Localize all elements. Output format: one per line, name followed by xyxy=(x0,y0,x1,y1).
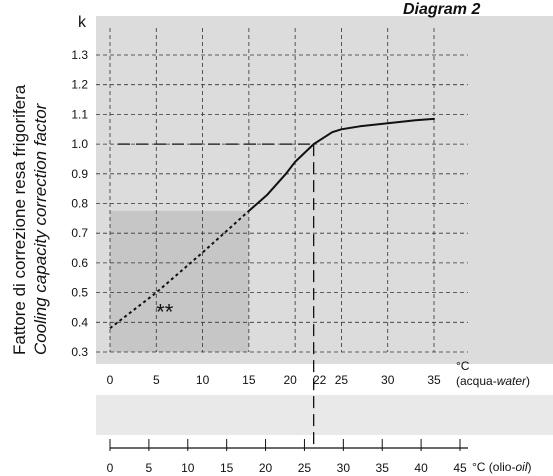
x-tick-label: 15 xyxy=(242,373,256,387)
x-tick-label: 30 xyxy=(381,373,395,387)
secondary-axis-tick-label: 5 xyxy=(146,461,153,475)
x-axis-unit-detail-italic: water xyxy=(497,374,527,388)
x-tick-label: 20 xyxy=(283,373,297,387)
y-tick-label: 0.6 xyxy=(71,256,88,270)
y-tick-label: 0.9 xyxy=(71,167,88,181)
secondary-axis-unit-italic: oil xyxy=(515,460,527,474)
x-tick-label: 25 xyxy=(335,373,349,387)
x-axis-unit-detail-prefix: (acqua- xyxy=(456,374,497,388)
y-tick-labels: 0.3 0.4 0.5 0.6 0.7 0.8 0.9 1.0 1.1 1.2 1.3 xyxy=(71,48,88,359)
diagram-heading: Diagram 2 xyxy=(403,1,480,18)
y-tick-label: 1.2 xyxy=(71,78,88,92)
secondary-axis-tick-label: 0 xyxy=(107,461,114,475)
y-axis-symbol: k xyxy=(78,14,87,31)
x-tick-label: 0 xyxy=(107,373,114,387)
x-tick-labels: 0 5 10 15 20 22 25 30 35 xyxy=(107,373,441,387)
x-axis-unit-detail-suffix: ) xyxy=(526,374,530,388)
x-tick-label: 5 xyxy=(153,373,160,387)
secondary-axis-tick-label: 45 xyxy=(453,461,467,475)
secondary-axis-tick-label: 40 xyxy=(414,461,428,475)
secondary-axis-unit: °C (olio-oil) xyxy=(472,460,532,474)
shaded-region xyxy=(110,210,249,352)
annotation-stars: ** xyxy=(156,299,174,324)
x-tick-label: 35 xyxy=(427,373,441,387)
y-tick-label: 1.3 xyxy=(71,48,88,62)
reference-lines xyxy=(118,143,315,448)
secondary-axis-unit-suffix: ) xyxy=(528,460,532,474)
secondary-axis-tick-label: 20 xyxy=(259,461,273,475)
x-axis-unit: °C xyxy=(456,359,470,373)
series-group xyxy=(109,117,435,329)
secondary-axis-panel xyxy=(96,395,553,435)
secondary-axis-tick-label: 35 xyxy=(376,461,390,475)
secondary-axis-tick-label: 10 xyxy=(181,461,195,475)
secondary-axis-tick-label: 25 xyxy=(298,461,312,475)
series-line-dotted xyxy=(109,210,250,329)
y-tick-label: 0.3 xyxy=(71,345,88,359)
secondary-axis-unit-prefix: °C (olio- xyxy=(472,460,515,474)
x-tick-label: 22 xyxy=(313,373,327,387)
y-tick-label: 0.8 xyxy=(71,197,88,211)
grid xyxy=(96,28,468,353)
y-tick-label: 1.1 xyxy=(71,107,88,121)
secondary-axis-tick-label: 30 xyxy=(337,461,351,475)
x-axis-unit-detail: (acqua-water) xyxy=(456,374,530,388)
y-tick-label: 0.4 xyxy=(71,315,88,329)
y-axis-title-english: Cooling capacity correction factor xyxy=(31,102,50,355)
series-line-solid xyxy=(247,117,435,212)
x-tick-label: 10 xyxy=(196,373,210,387)
y-tick-label: 1.0 xyxy=(71,137,88,151)
y-tick-label: 0.7 xyxy=(71,226,88,240)
secondary-axis: 0 5 10 15 20 25 30 35 40 45 xyxy=(107,439,468,475)
y-axis-title-italian: Fattore di correzione resa frigorifera xyxy=(10,84,29,355)
secondary-axis-tick-label: 15 xyxy=(220,461,234,475)
y-tick-label: 0.5 xyxy=(71,286,88,300)
